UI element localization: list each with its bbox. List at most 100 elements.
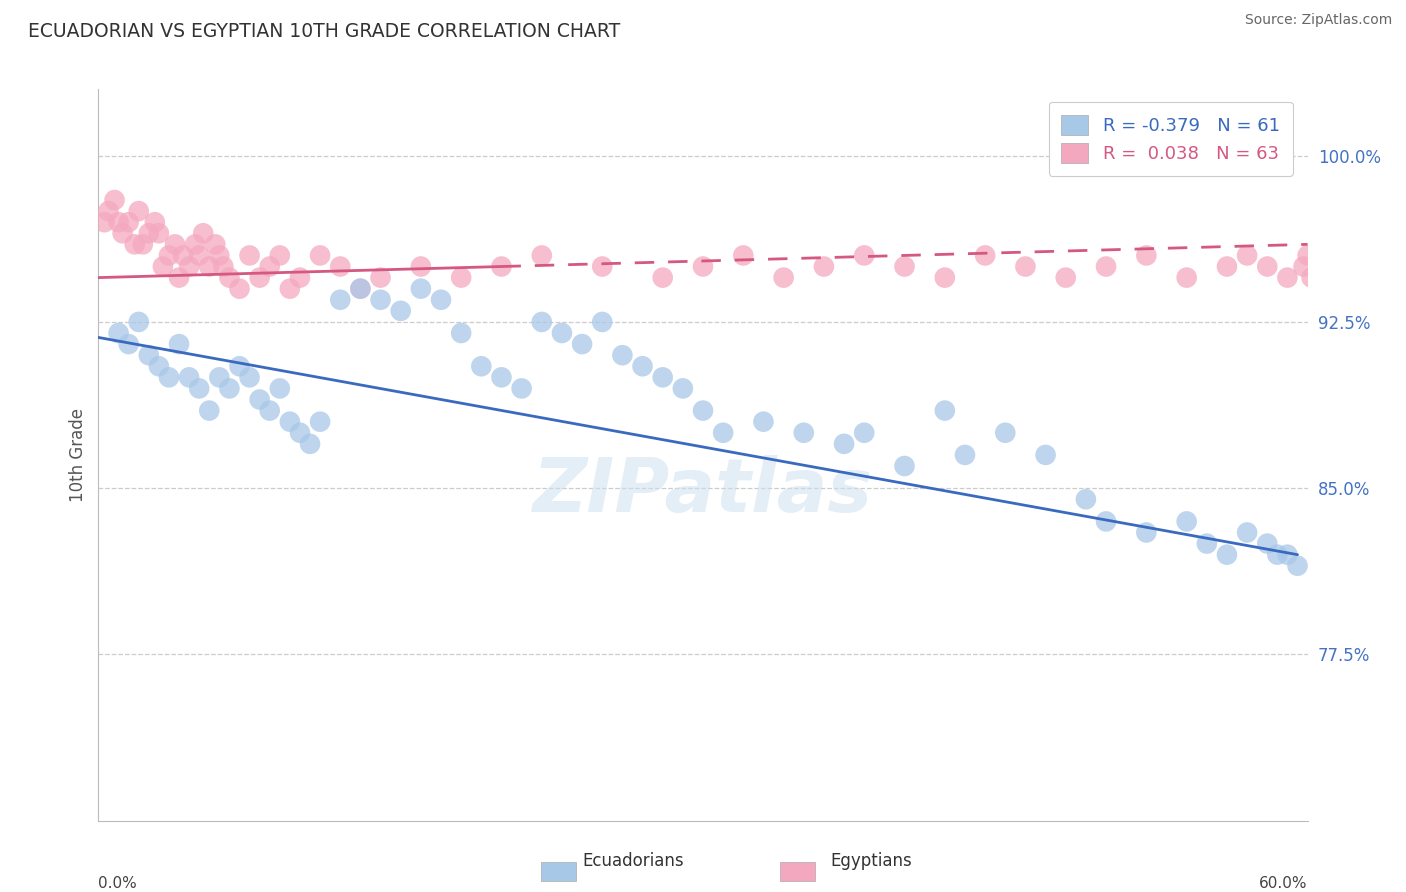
- Text: 0.0%: 0.0%: [98, 876, 138, 891]
- Point: [204, 237, 226, 252]
- Text: ECUADORIAN VS EGYPTIAN 10TH GRADE CORRELATION CHART: ECUADORIAN VS EGYPTIAN 10TH GRADE CORREL…: [28, 22, 620, 41]
- Point: [269, 248, 291, 262]
- Point: [1256, 260, 1278, 274]
- Point: [198, 260, 221, 274]
- Point: [953, 448, 976, 462]
- Point: [1216, 260, 1239, 274]
- Point: [228, 282, 250, 296]
- Point: [1014, 260, 1036, 274]
- Point: [651, 370, 673, 384]
- Point: [1236, 248, 1258, 262]
- Point: [1135, 525, 1157, 540]
- Point: [491, 260, 513, 274]
- Point: [612, 348, 634, 362]
- Point: [1277, 548, 1299, 562]
- Point: [934, 270, 956, 285]
- Text: ZIPatlas: ZIPatlas: [533, 455, 873, 528]
- Point: [1035, 448, 1057, 462]
- Point: [179, 260, 201, 274]
- Point: [813, 260, 835, 274]
- Point: [107, 326, 129, 340]
- Point: [208, 370, 231, 384]
- Point: [148, 359, 170, 374]
- Point: [389, 303, 412, 318]
- Point: [591, 315, 613, 329]
- Point: [1074, 492, 1097, 507]
- Point: [103, 193, 125, 207]
- Point: [430, 293, 453, 307]
- Point: [1095, 515, 1118, 529]
- Point: [193, 227, 215, 241]
- Point: [651, 270, 673, 285]
- Point: [409, 260, 432, 274]
- Point: [128, 204, 150, 219]
- Point: [167, 337, 190, 351]
- Point: [349, 282, 371, 296]
- Point: [124, 237, 146, 252]
- Point: [1095, 260, 1118, 274]
- Point: [138, 348, 160, 362]
- Point: [198, 403, 221, 417]
- Point: [218, 270, 240, 285]
- Point: [591, 260, 613, 274]
- Point: [249, 270, 271, 285]
- Point: [208, 248, 231, 262]
- Point: [259, 260, 281, 274]
- Point: [269, 381, 291, 395]
- Point: [752, 415, 775, 429]
- Point: [1054, 270, 1077, 285]
- Point: [893, 260, 915, 274]
- Point: [733, 248, 755, 262]
- Point: [93, 215, 115, 229]
- Point: [450, 326, 472, 340]
- Y-axis label: 10th Grade: 10th Grade: [69, 408, 87, 502]
- Point: [239, 370, 262, 384]
- Point: [1286, 558, 1309, 573]
- Point: [163, 237, 186, 252]
- Point: [212, 260, 235, 274]
- Point: [530, 248, 553, 262]
- Point: [409, 282, 432, 296]
- Point: [152, 260, 174, 274]
- Point: [97, 204, 120, 219]
- Point: [239, 248, 262, 262]
- Point: [450, 270, 472, 285]
- Point: [128, 315, 150, 329]
- Point: [1267, 548, 1289, 562]
- Point: [179, 370, 201, 384]
- Point: [259, 403, 281, 417]
- Point: [288, 270, 311, 285]
- Point: [1135, 248, 1157, 262]
- Point: [157, 370, 180, 384]
- Point: [1301, 270, 1323, 285]
- Legend: R = -0.379   N = 61, R =  0.038   N = 63: R = -0.379 N = 61, R = 0.038 N = 63: [1049, 102, 1292, 176]
- Text: 60.0%: 60.0%: [1260, 876, 1308, 891]
- Point: [188, 381, 211, 395]
- Point: [692, 260, 714, 274]
- Point: [309, 415, 332, 429]
- Point: [1175, 270, 1198, 285]
- Point: [370, 293, 392, 307]
- Point: [278, 282, 301, 296]
- Point: [994, 425, 1017, 440]
- Point: [288, 425, 311, 440]
- Point: [184, 237, 207, 252]
- Point: [1195, 536, 1218, 550]
- Point: [893, 458, 915, 473]
- Point: [111, 227, 134, 241]
- Text: Ecuadorians: Ecuadorians: [582, 852, 683, 870]
- Point: [143, 215, 166, 229]
- Point: [571, 337, 593, 351]
- Point: [853, 248, 876, 262]
- Point: [118, 337, 141, 351]
- Point: [167, 270, 190, 285]
- Point: [974, 248, 997, 262]
- Point: [692, 403, 714, 417]
- Point: [132, 237, 155, 252]
- Point: [148, 227, 170, 241]
- Point: [772, 270, 794, 285]
- Point: [329, 293, 352, 307]
- Point: [1236, 525, 1258, 540]
- Text: Egyptians: Egyptians: [831, 852, 912, 870]
- Point: [370, 270, 392, 285]
